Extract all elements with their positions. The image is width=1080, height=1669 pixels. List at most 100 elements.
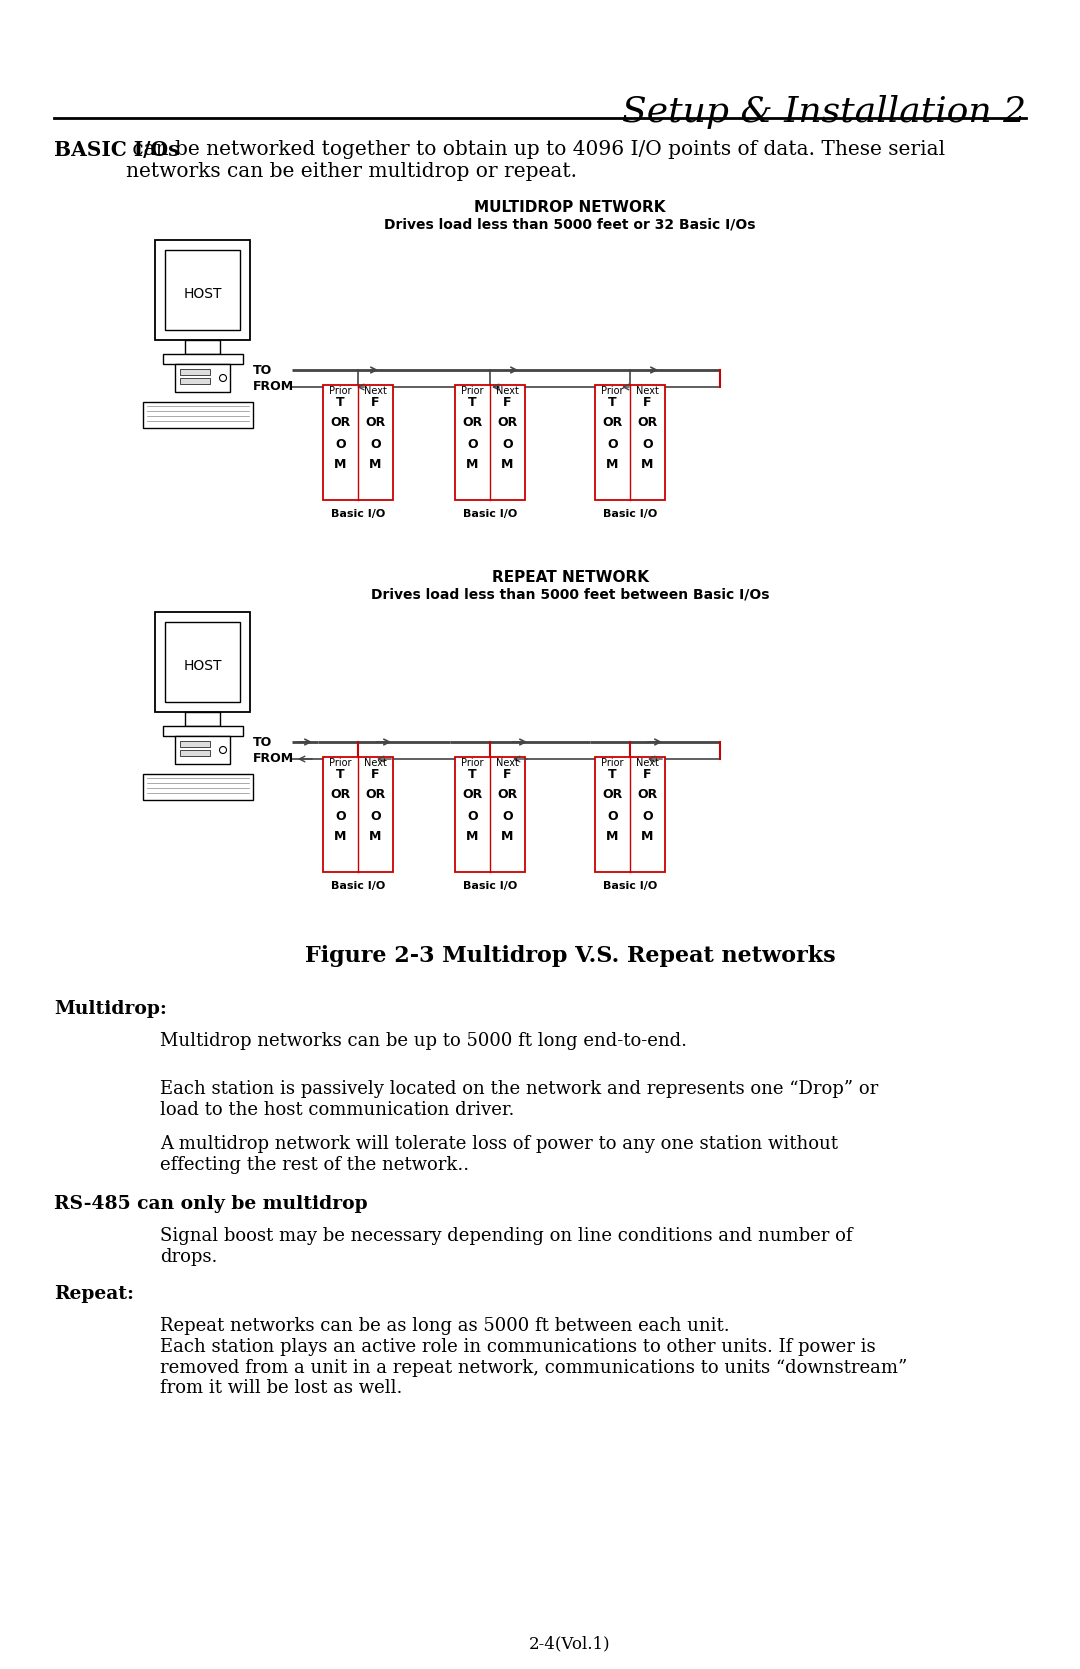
Text: A multidrop network will tolerate loss of power to any one station without
effec: A multidrop network will tolerate loss o… <box>160 1135 838 1173</box>
Bar <box>165 623 240 703</box>
Text: Each station is passively located on the network and represents one “Drop” or
lo: Each station is passively located on the… <box>160 1080 878 1118</box>
Bar <box>162 354 243 364</box>
Text: M: M <box>642 831 653 843</box>
Text: Prior: Prior <box>329 758 352 768</box>
Bar <box>175 736 230 764</box>
Text: Multidrop networks can be up to 5000 ft long end-to-end.: Multidrop networks can be up to 5000 ft … <box>160 1031 687 1050</box>
Text: Next: Next <box>636 758 659 768</box>
Text: F: F <box>503 397 512 409</box>
Text: Basic I/O: Basic I/O <box>603 881 657 891</box>
Bar <box>180 741 210 748</box>
Bar <box>156 613 249 713</box>
Text: F: F <box>372 768 380 781</box>
Text: M: M <box>335 459 347 472</box>
Bar <box>455 758 525 871</box>
Text: Prior: Prior <box>329 386 352 396</box>
Text: M: M <box>369 459 381 472</box>
Text: Signal boost may be necessary depending on line conditions and number of
drops.: Signal boost may be necessary depending … <box>160 1227 852 1265</box>
Text: O: O <box>643 811 652 823</box>
Text: M: M <box>369 831 381 843</box>
Text: O: O <box>468 439 477 452</box>
Text: Prior: Prior <box>602 758 624 768</box>
Text: O: O <box>370 439 381 452</box>
Text: Prior: Prior <box>602 386 624 396</box>
Bar <box>323 386 393 501</box>
Text: OR: OR <box>365 788 386 801</box>
Text: M: M <box>501 459 514 472</box>
Text: OR: OR <box>637 417 658 429</box>
Text: O: O <box>468 811 477 823</box>
Text: M: M <box>642 459 653 472</box>
Bar <box>595 758 665 871</box>
Text: RS-485 can only be multidrop: RS-485 can only be multidrop <box>54 1195 367 1213</box>
Text: O: O <box>502 811 513 823</box>
Text: OR: OR <box>462 788 483 801</box>
Text: Multidrop:: Multidrop: <box>54 1000 167 1018</box>
Bar <box>180 377 210 384</box>
Text: T: T <box>336 397 345 409</box>
Bar <box>143 774 253 799</box>
Text: O: O <box>643 439 652 452</box>
Text: FROM: FROM <box>253 381 294 394</box>
Bar <box>185 713 220 726</box>
Text: Prior: Prior <box>461 758 484 768</box>
Text: OR: OR <box>330 417 351 429</box>
Text: TO: TO <box>253 736 272 748</box>
Text: Prior: Prior <box>461 386 484 396</box>
Text: T: T <box>336 768 345 781</box>
Text: OR: OR <box>462 417 483 429</box>
Text: Drives load less than 5000 feet between Basic I/Os: Drives load less than 5000 feet between … <box>370 587 769 603</box>
Text: F: F <box>644 397 651 409</box>
Text: F: F <box>503 768 512 781</box>
Text: F: F <box>372 397 380 409</box>
Bar <box>180 369 210 376</box>
Text: REPEAT NETWORK: REPEAT NETWORK <box>491 571 648 586</box>
Text: OR: OR <box>498 788 517 801</box>
Text: O: O <box>607 811 618 823</box>
Bar <box>143 402 253 427</box>
Text: Basic I/O: Basic I/O <box>603 509 657 519</box>
Text: M: M <box>606 459 619 472</box>
Bar <box>185 340 220 354</box>
Text: OR: OR <box>498 417 517 429</box>
Text: HOST: HOST <box>184 287 221 300</box>
Text: HOST: HOST <box>184 659 221 673</box>
Text: M: M <box>501 831 514 843</box>
Text: M: M <box>467 459 478 472</box>
Text: Next: Next <box>364 758 387 768</box>
Bar <box>455 386 525 501</box>
Text: O: O <box>335 811 346 823</box>
Text: Repeat:: Repeat: <box>54 1285 134 1303</box>
Text: Basic I/O: Basic I/O <box>330 881 386 891</box>
Text: Next: Next <box>496 758 518 768</box>
Bar <box>175 364 230 392</box>
Text: Figure 2-3 Multidrop V.S. Repeat networks: Figure 2-3 Multidrop V.S. Repeat network… <box>305 945 835 966</box>
Text: Basic I/O: Basic I/O <box>463 881 517 891</box>
Bar <box>180 749 210 756</box>
Text: Repeat networks can be as long as 5000 ft between each unit.
Each station plays : Repeat networks can be as long as 5000 f… <box>160 1317 907 1397</box>
Text: Basic I/O: Basic I/O <box>463 509 517 519</box>
Text: OR: OR <box>603 788 623 801</box>
Text: O: O <box>335 439 346 452</box>
Text: TO: TO <box>253 364 272 377</box>
Text: T: T <box>608 768 617 781</box>
Text: M: M <box>467 831 478 843</box>
Text: O: O <box>607 439 618 452</box>
Text: Next: Next <box>496 386 518 396</box>
Bar <box>165 250 240 330</box>
Text: T: T <box>469 397 476 409</box>
Text: Basic I/O: Basic I/O <box>330 509 386 519</box>
Text: OR: OR <box>330 788 351 801</box>
Text: Setup & Installation 2: Setup & Installation 2 <box>622 95 1026 129</box>
Text: OR: OR <box>637 788 658 801</box>
Text: OR: OR <box>365 417 386 429</box>
Text: 2-4(Vol.1): 2-4(Vol.1) <box>529 1636 611 1652</box>
Text: BASIC I/Os: BASIC I/Os <box>54 140 179 160</box>
Bar <box>323 758 393 871</box>
Text: OR: OR <box>603 417 623 429</box>
Text: M: M <box>606 831 619 843</box>
Bar <box>595 386 665 501</box>
Text: F: F <box>644 768 651 781</box>
Bar <box>156 240 249 340</box>
Text: can be networked together to obtain up to 4096 I/O points of data. These serial
: can be networked together to obtain up t… <box>126 140 945 180</box>
